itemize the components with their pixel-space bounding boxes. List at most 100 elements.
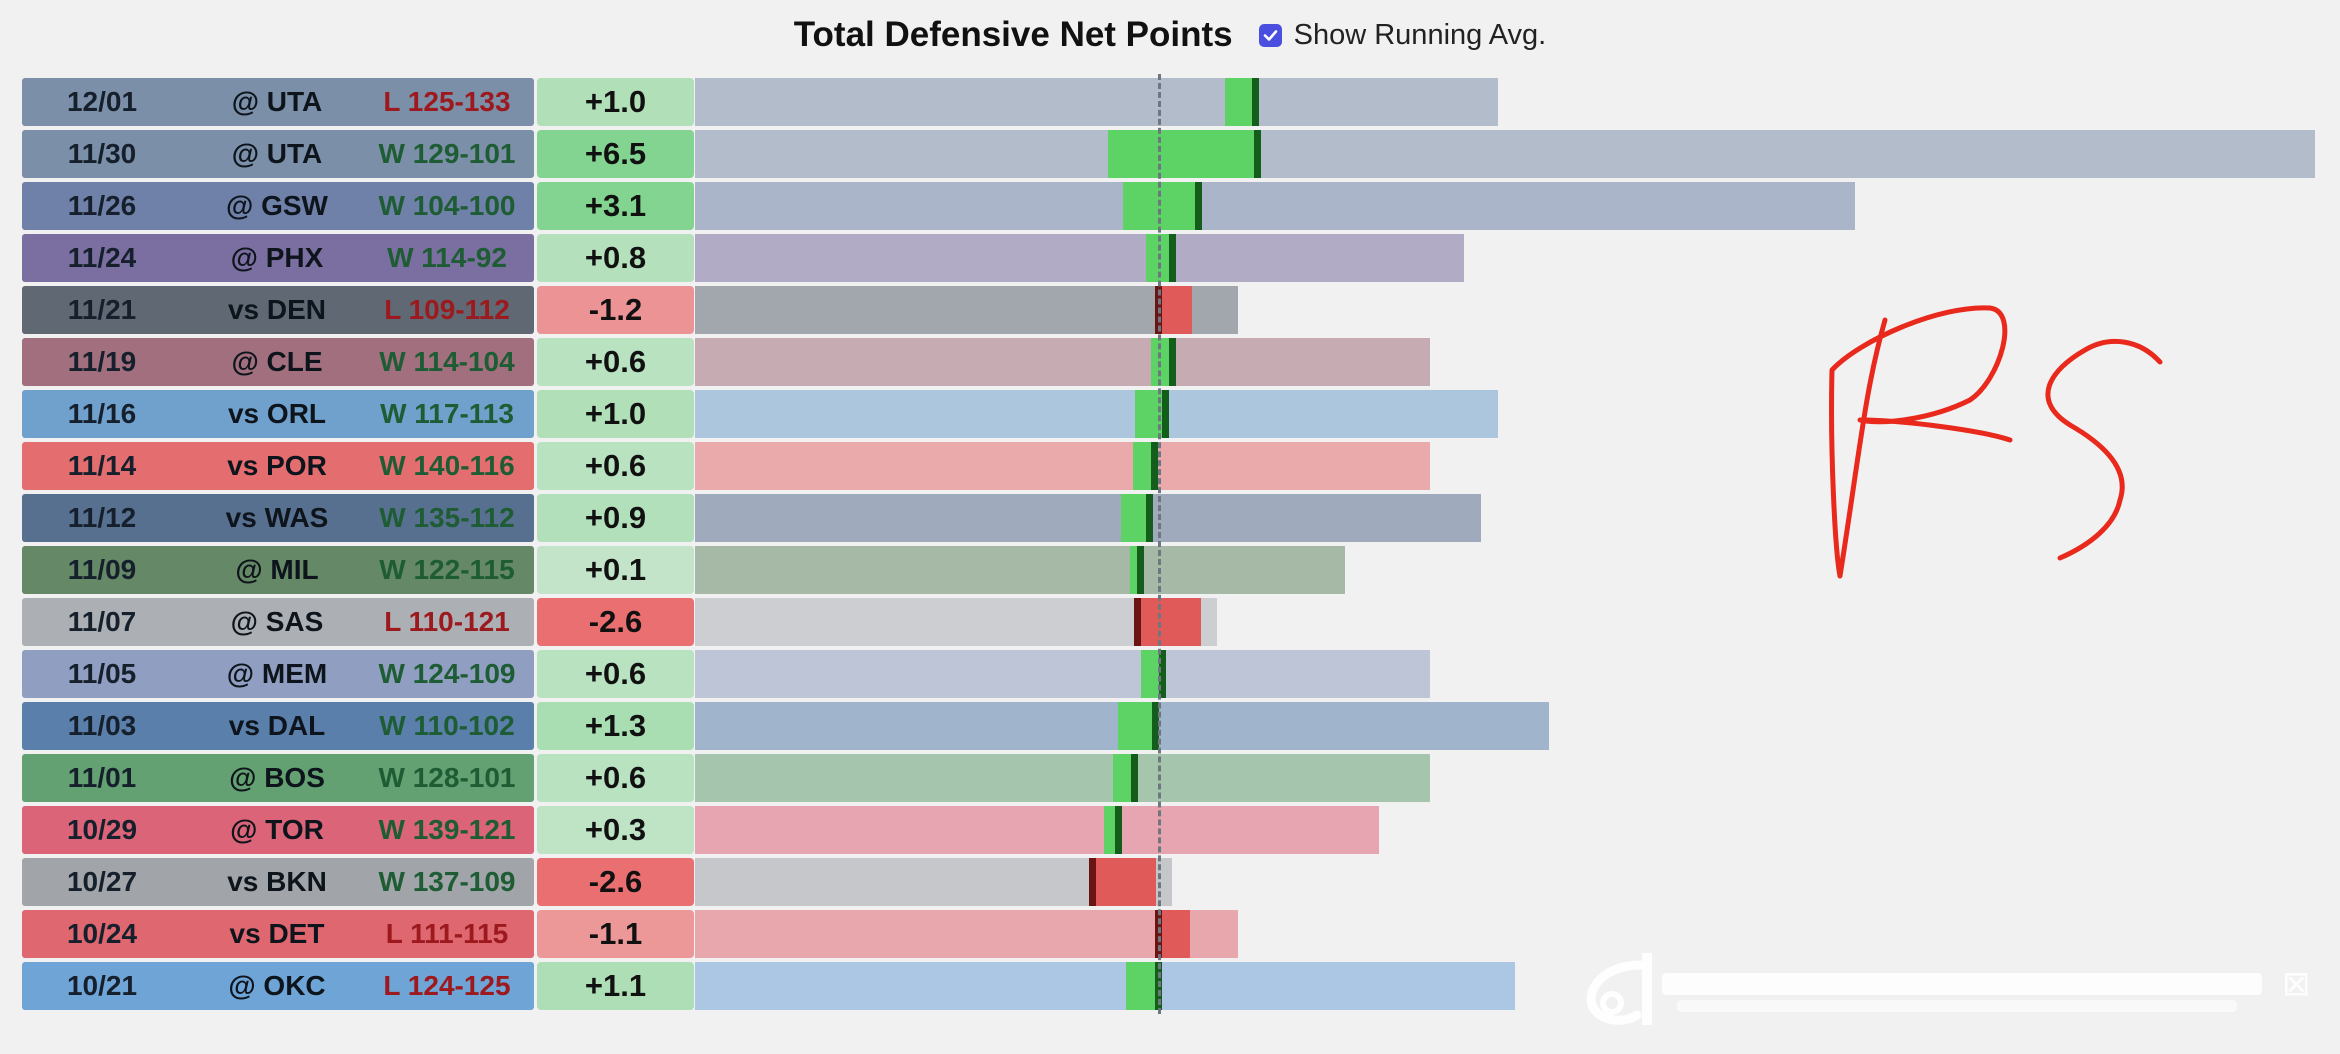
- game-row[interactable]: 11/07 @ SAS L 110-121 -2.6: [22, 598, 2322, 646]
- net-points-value: +0.6: [537, 754, 694, 802]
- game-row[interactable]: 12/01 @ UTA L 125-133 +1.0: [22, 78, 2322, 126]
- game-opponent: @ BOS: [229, 762, 325, 793]
- gain-segment: [1121, 494, 1149, 542]
- game-result: W 137-109: [378, 866, 516, 897]
- game-opponent: vs WAS: [225, 502, 329, 533]
- game-result: W 110-102: [379, 710, 515, 741]
- running-avg-marker: [1145, 494, 1153, 542]
- game-opponent: @ SAS: [230, 606, 324, 637]
- net-points-value: +3.1: [537, 182, 694, 230]
- game-result: L 110-121: [384, 606, 510, 637]
- game-date: 11/30: [67, 138, 137, 169]
- game-row[interactable]: 11/16 vs ORL W 117-113 +1.0: [22, 390, 2322, 438]
- game-result: W 129-101: [378, 138, 516, 169]
- game-row[interactable]: 11/12 vs WAS W 135-112 +0.9: [22, 494, 2322, 542]
- running-avg-marker: [1194, 182, 1202, 230]
- running-avg-marker: [1131, 754, 1139, 802]
- game-date: 11/05: [67, 658, 137, 689]
- game-opponent: @ MEM: [226, 658, 328, 689]
- running-avg-bar: [695, 598, 1217, 646]
- game-date: 11/09: [67, 554, 137, 585]
- game-info: 11/09 @ MIL W 122-115: [22, 546, 534, 594]
- running-avg-bar: [695, 78, 1498, 126]
- game-row[interactable]: 10/21 @ OKC L 124-125 +1.1: [22, 962, 2322, 1010]
- game-row[interactable]: 11/01 @ BOS W 128-101 +0.6: [22, 754, 2322, 802]
- gain-segment: [1107, 130, 1257, 178]
- game-info: 11/26 @ GSW W 104-100: [22, 182, 534, 230]
- running-avg-toggle[interactable]: Show Running Avg.: [1258, 18, 1547, 52]
- running-avg-marker: [1151, 702, 1159, 750]
- game-info: 11/05 @ MEM W 124-109: [22, 650, 534, 698]
- game-opponent: @ UTA: [231, 138, 323, 169]
- game-row[interactable]: 11/05 @ MEM W 124-109 +0.6: [22, 650, 2322, 698]
- game-result: L 125-133: [383, 86, 511, 117]
- game-info: 11/16 vs ORL W 117-113: [22, 390, 534, 438]
- running-avg-marker: [1137, 546, 1145, 594]
- game-info: 10/29 @ TOR W 139-121: [22, 806, 534, 854]
- game-info: 11/30 @ UTA W 129-101: [22, 130, 534, 178]
- game-row[interactable]: 10/29 @ TOR W 139-121 +0.3: [22, 806, 2322, 854]
- net-points-value: +1.1: [537, 962, 694, 1010]
- running-avg-marker: [1115, 806, 1123, 854]
- game-date: 11/01: [67, 762, 137, 793]
- running-avg-bar: [695, 962, 1515, 1010]
- game-date: 11/21: [67, 294, 137, 325]
- chart-header: Total Defensive Net Points Show Running …: [0, 8, 2340, 62]
- game-row[interactable]: 11/26 @ GSW W 104-100 +3.1: [22, 182, 2322, 230]
- running-avg-marker: [1088, 858, 1096, 906]
- game-row[interactable]: 11/09 @ MIL W 122-115 +0.1: [22, 546, 2322, 594]
- game-opponent: vs DET: [229, 918, 325, 949]
- net-points-value: +0.6: [537, 442, 694, 490]
- game-row[interactable]: 11/03 vs DAL W 110-102 +1.3: [22, 702, 2322, 750]
- game-row[interactable]: 11/30 @ UTA W 129-101 +6.5: [22, 130, 2322, 178]
- game-row[interactable]: 11/14 vs POR W 140-116 +0.6: [22, 442, 2322, 490]
- game-date: 10/27: [66, 866, 138, 897]
- loss-segment: [1158, 910, 1190, 958]
- game-info: 10/24 vs DET L 111-115: [22, 910, 534, 958]
- running-avg-marker: [1168, 338, 1176, 386]
- game-opponent: @ MIL: [235, 554, 319, 585]
- loss-segment: [1158, 286, 1193, 334]
- game-date: 11/26: [67, 190, 137, 221]
- game-opponent: @ PHX: [230, 242, 324, 273]
- game-opponent: @ CLE: [231, 346, 323, 377]
- net-points-value: +1.3: [537, 702, 694, 750]
- game-result: W 114-92: [387, 242, 507, 273]
- game-opponent: @ OKC: [228, 970, 326, 1001]
- running-avg-bar: [695, 650, 1430, 698]
- running-avg-marker: [1168, 234, 1176, 282]
- game-opponent: @ GSW: [226, 190, 328, 221]
- running-avg-bar: [695, 910, 1238, 958]
- game-result: W 124-109: [378, 658, 516, 689]
- game-row[interactable]: 10/24 vs DET L 111-115 -1.1: [22, 910, 2322, 958]
- running-avg-bar: [695, 182, 1855, 230]
- game-date: 11/14: [67, 450, 137, 481]
- chart-title: Total Defensive Net Points: [793, 15, 1233, 54]
- game-opponent: vs ORL: [227, 398, 327, 429]
- game-result: W 117-113: [380, 398, 514, 429]
- running-avg-checkbox[interactable]: [1258, 23, 1282, 47]
- running-avg-bar: [695, 390, 1498, 438]
- running-avg-label: Show Running Avg.: [1293, 18, 1547, 51]
- gain-segment: [1141, 650, 1163, 698]
- game-info: 11/14 vs POR W 140-116: [22, 442, 534, 490]
- svg-text:⊠: ⊠: [2282, 964, 2311, 1004]
- game-row[interactable]: 11/19 @ CLE W 114-104 +0.6: [22, 338, 2322, 386]
- game-date: 12/01: [66, 86, 138, 117]
- game-result: W 128-101: [378, 762, 516, 793]
- watermark-logo: ⊠: [1586, 953, 2311, 1025]
- running-avg-bar: [695, 494, 1481, 542]
- game-row[interactable]: 11/24 @ PHX W 114-92 +0.8: [22, 234, 2322, 282]
- game-date: 11/03: [67, 710, 137, 741]
- game-row[interactable]: 11/21 vs DEN L 109-112 -1.2: [22, 286, 2322, 334]
- gain-segment: [1225, 78, 1255, 126]
- running-avg-marker: [1253, 130, 1261, 178]
- gain-segment: [1126, 962, 1158, 1010]
- game-date: 10/21: [66, 970, 138, 1001]
- gain-segment: [1113, 754, 1135, 802]
- game-row[interactable]: 10/27 vs BKN W 137-109 -2.6: [22, 858, 2322, 906]
- game-info: 11/24 @ PHX W 114-92: [22, 234, 534, 282]
- checkmark-icon: [1263, 29, 1277, 41]
- game-result: W 104-100: [378, 190, 516, 221]
- game-result: L 111-115: [385, 918, 509, 949]
